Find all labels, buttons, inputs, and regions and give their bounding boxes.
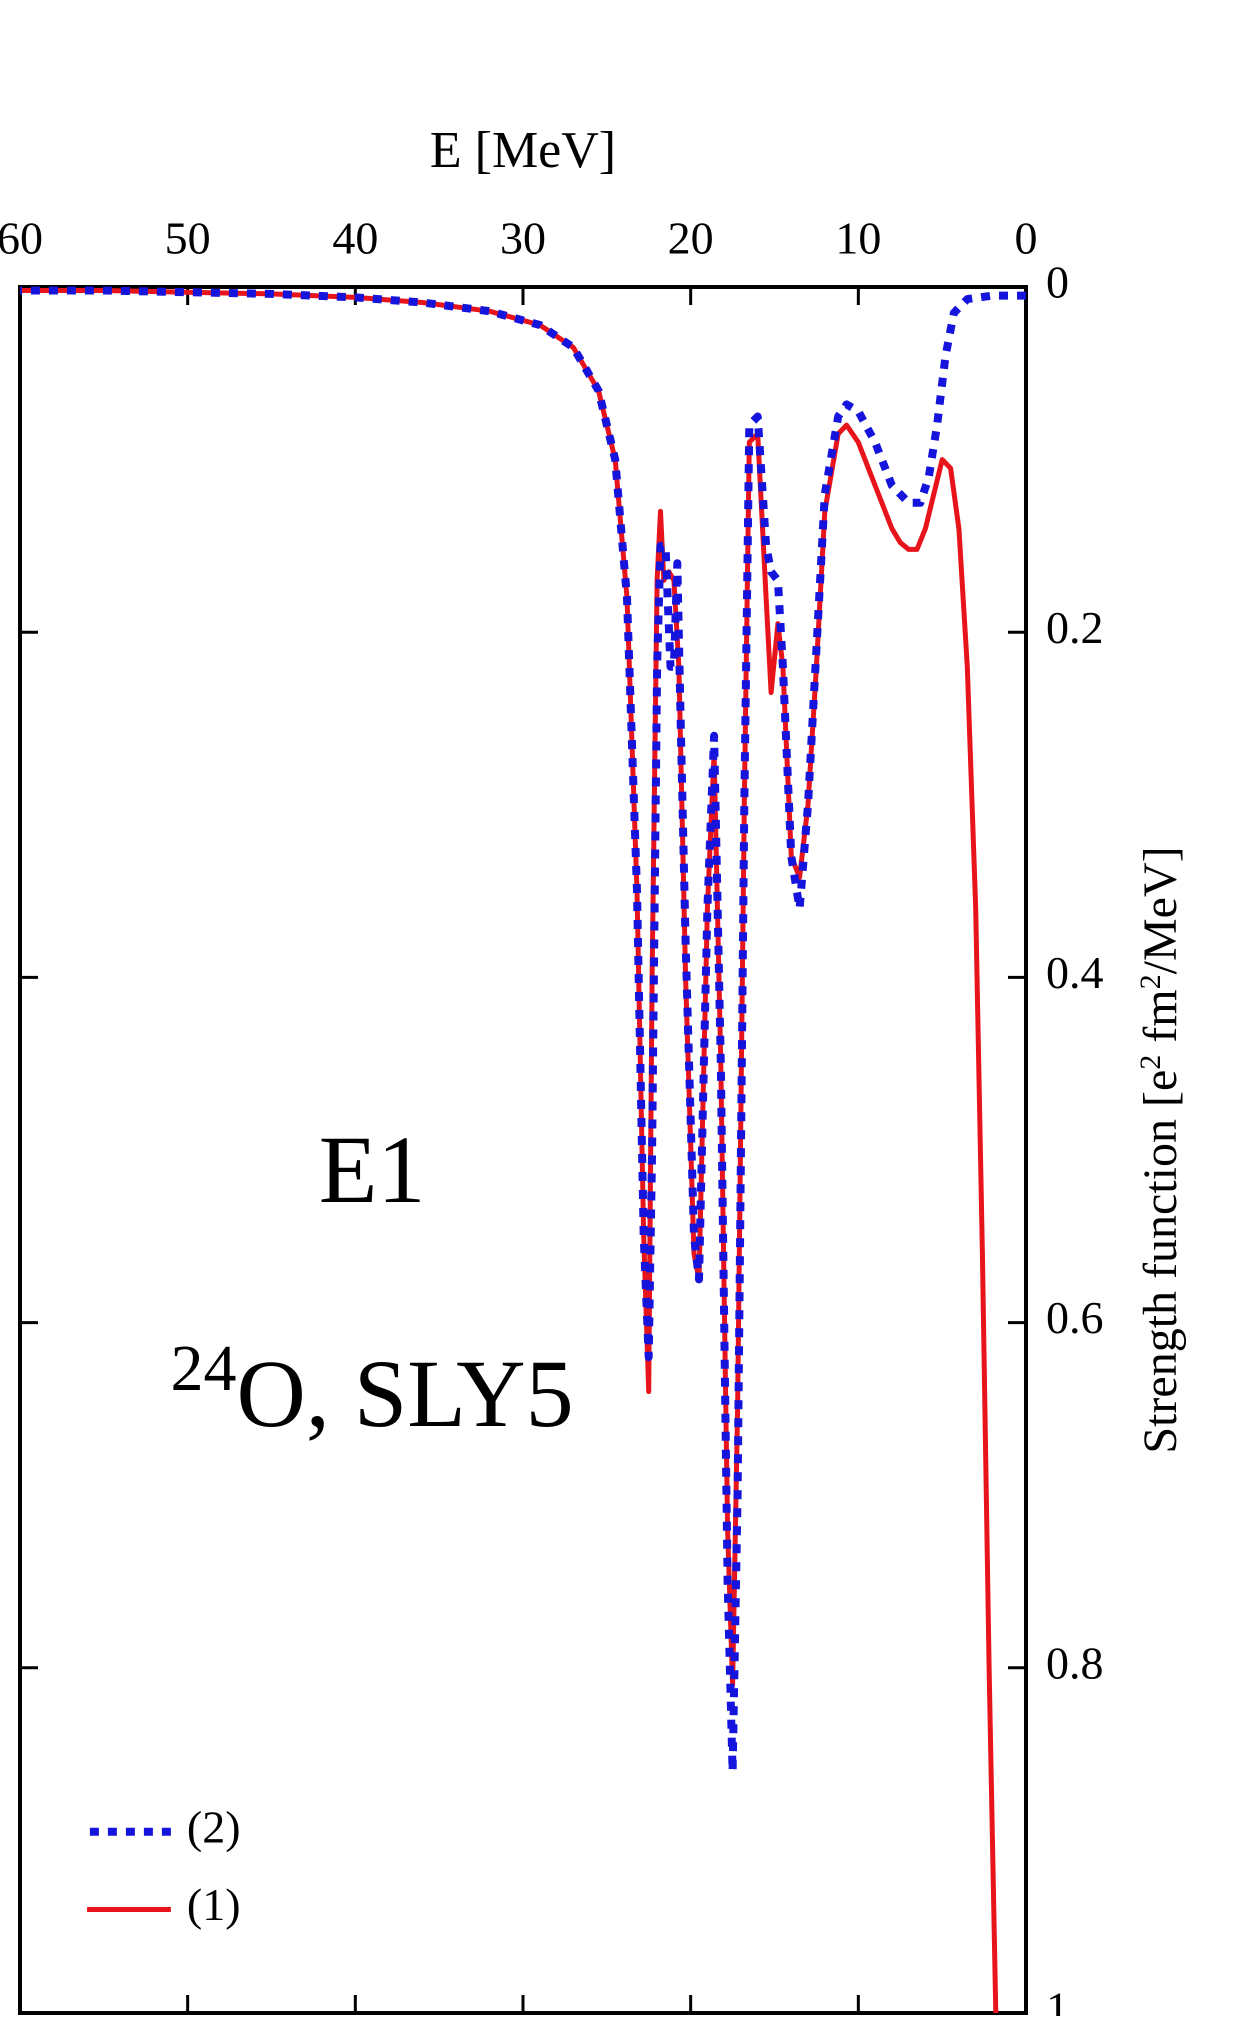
x-tick-label: 40 <box>332 213 378 264</box>
x-tick-label: 60 <box>0 213 43 264</box>
legend-label-1: (1) <box>187 1879 241 1930</box>
series-line-2 <box>20 286 1026 1776</box>
y-label-sup-2: 2 <box>1134 974 1167 989</box>
y-label-mid: fm <box>1134 989 1187 1054</box>
series-layer <box>20 286 1026 2014</box>
y-tick-label: 0.8 <box>1046 1637 1104 1688</box>
legend-label-2: (2) <box>187 1801 241 1852</box>
annotation-mode: E1 <box>319 1116 426 1223</box>
y-tick-label: 0.6 <box>1046 1292 1104 1343</box>
x-axis-label: E [MeV] <box>430 122 616 179</box>
y-tick-label: 0.2 <box>1046 602 1104 653</box>
legend: (1) (2) <box>87 1801 241 1930</box>
series-line-1 <box>20 288 999 2014</box>
annotation-isotope: 24O, SLY5 <box>171 1332 574 1448</box>
y-tick-label: 0 <box>1046 257 1069 308</box>
x-tick-label: 20 <box>668 213 714 264</box>
isotope-rest: O, SLY5 <box>237 1340 574 1447</box>
x-tick-label: 50 <box>165 213 211 264</box>
x-tick-label: 10 <box>835 213 881 264</box>
y-label-sup-1: 2 <box>1134 1055 1167 1070</box>
y-tick-label: 1 <box>1046 1983 1069 2016</box>
plot-frame <box>18 285 1028 2015</box>
y-label-suffix: /MeV] <box>1134 846 1187 974</box>
x-tick-label: 30 <box>500 213 546 264</box>
y-axis-label: Strength function [e2 fm2/MeV] <box>1134 846 1188 1453</box>
y-tick-label: 0.4 <box>1046 947 1104 998</box>
isotope-mass-number: 24 <box>171 1332 237 1405</box>
y-label-prefix: Strength function [e <box>1134 1070 1187 1454</box>
ticks-layer: 0 10 20 30 40 50 60 0 0.2 0.4 0.6 0.8 1 <box>0 213 1104 2021</box>
x-tick-label: 0 <box>1015 213 1038 264</box>
rotated-figure: 0 10 20 30 40 50 60 0 0.2 0.4 0.6 0.8 1 E [MeV] Stre… <box>0 122 1188 2021</box>
